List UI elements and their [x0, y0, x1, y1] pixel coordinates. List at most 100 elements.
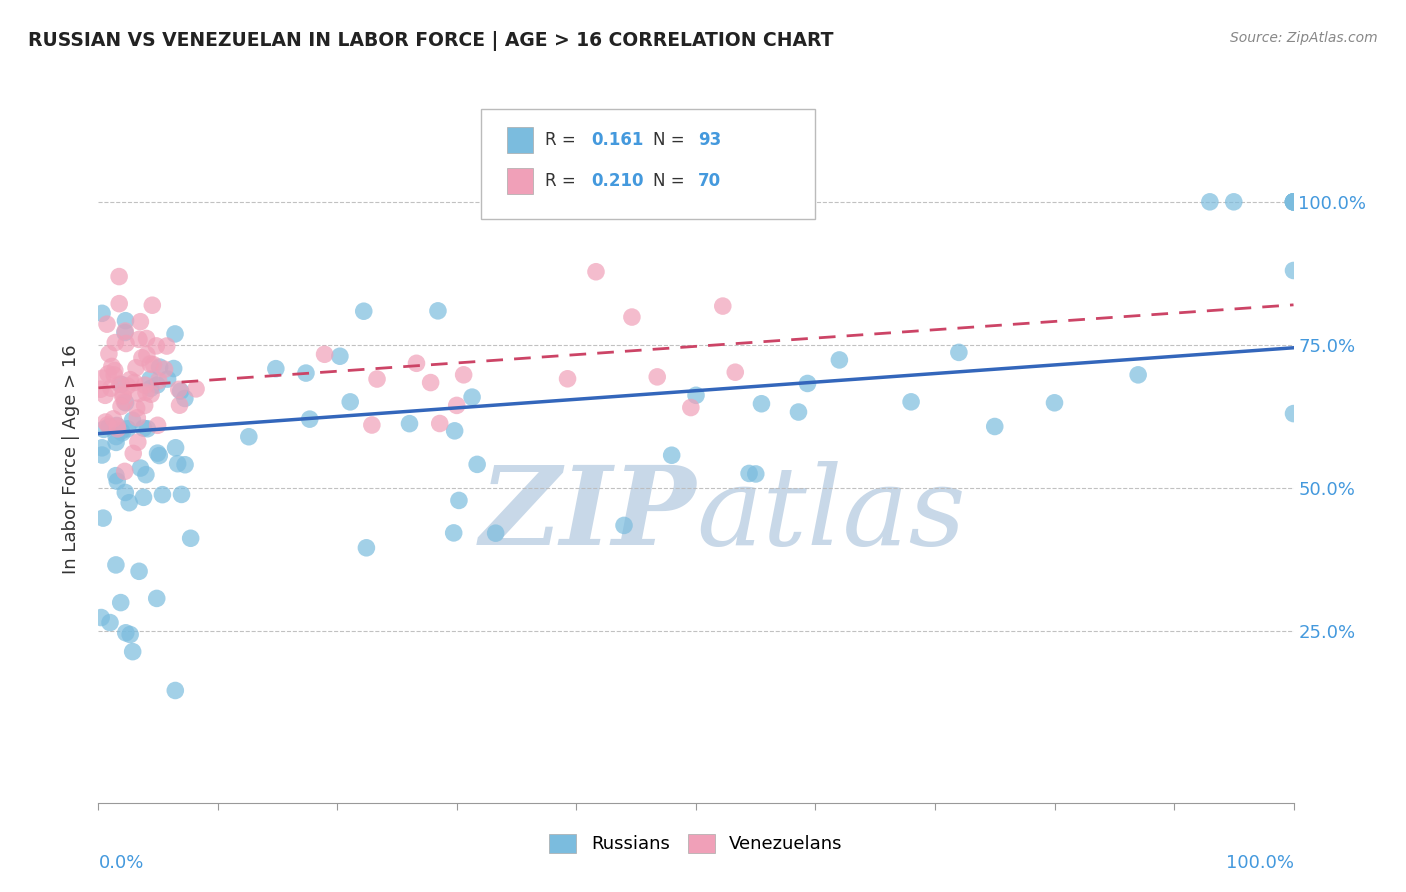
Point	[91, 448, 114, 462]
Point	[120, 627, 142, 641]
Point	[1043, 396, 1066, 410]
Point	[339, 395, 361, 409]
Point	[238, 430, 260, 444]
Point	[264, 361, 287, 376]
Point	[135, 385, 157, 400]
Point	[129, 315, 152, 329]
Text: 100.0%: 100.0%	[1226, 855, 1294, 872]
Point	[112, 387, 135, 401]
Point	[429, 417, 451, 431]
Point	[360, 417, 382, 432]
Point	[295, 366, 318, 380]
Point	[91, 511, 114, 525]
Point	[139, 381, 162, 395]
Point	[107, 422, 129, 436]
Point	[1282, 194, 1305, 209]
Point	[97, 347, 120, 361]
Point	[98, 419, 121, 434]
Point	[153, 362, 176, 376]
Point	[105, 435, 128, 450]
Point	[128, 564, 150, 578]
Point	[145, 339, 167, 353]
Point	[447, 493, 470, 508]
Point	[1282, 194, 1305, 209]
Point	[156, 372, 179, 386]
Point	[419, 376, 441, 390]
Point	[461, 390, 484, 404]
Point	[101, 359, 124, 374]
Point	[166, 457, 188, 471]
Point	[134, 378, 156, 392]
Point	[128, 332, 150, 346]
Text: atlas: atlas	[696, 460, 966, 568]
Point	[134, 399, 156, 413]
Point	[152, 488, 174, 502]
Point	[122, 446, 145, 460]
Y-axis label: In Labor Force | Age > 16: In Labor Force | Age > 16	[62, 344, 80, 574]
Point	[405, 356, 427, 370]
Text: 0.161: 0.161	[591, 131, 643, 149]
Point	[94, 388, 117, 402]
Text: 0.0%: 0.0%	[98, 855, 143, 872]
Point	[145, 591, 167, 606]
Point	[148, 374, 170, 388]
Point	[110, 400, 132, 414]
Point	[620, 310, 643, 324]
FancyBboxPatch shape	[481, 109, 815, 219]
Text: ZIP: ZIP	[479, 460, 696, 568]
Point	[146, 378, 169, 392]
Point	[104, 363, 127, 377]
Point	[738, 467, 761, 481]
Point	[142, 358, 165, 372]
Point	[948, 345, 970, 359]
Point	[1223, 194, 1246, 209]
Point	[131, 351, 153, 365]
Point	[105, 418, 128, 433]
Point	[426, 303, 449, 318]
Point	[104, 335, 127, 350]
Point	[125, 360, 148, 375]
Point	[114, 395, 136, 409]
Point	[787, 405, 810, 419]
Point	[117, 422, 139, 436]
Point	[91, 441, 114, 455]
Point	[751, 397, 773, 411]
Point	[661, 448, 683, 462]
Point	[114, 324, 136, 338]
Point	[125, 401, 148, 416]
Point	[613, 518, 636, 533]
Point	[900, 394, 922, 409]
Point	[163, 326, 186, 341]
Point	[91, 306, 114, 320]
Point	[1282, 194, 1305, 209]
Point	[146, 446, 169, 460]
Point	[174, 458, 197, 472]
Point	[135, 467, 157, 482]
Point	[585, 265, 607, 279]
FancyBboxPatch shape	[508, 169, 533, 194]
Point	[170, 487, 193, 501]
Point	[135, 348, 157, 362]
Text: N =: N =	[652, 131, 690, 149]
Point	[90, 610, 112, 624]
Point	[132, 421, 155, 435]
Point	[97, 417, 120, 432]
Point	[104, 558, 127, 572]
Point	[329, 349, 352, 363]
Point	[1199, 194, 1222, 209]
Point	[114, 464, 136, 478]
Point	[1282, 194, 1305, 209]
Point	[828, 353, 851, 368]
Point	[169, 398, 191, 412]
Point	[796, 376, 818, 391]
Point	[93, 422, 115, 436]
Point	[724, 365, 747, 379]
Point	[139, 372, 162, 386]
Point	[557, 372, 579, 386]
Point	[135, 331, 157, 345]
Point	[169, 384, 191, 399]
Point	[94, 415, 117, 429]
Point	[91, 371, 114, 385]
Point	[115, 336, 138, 351]
Point	[110, 377, 132, 392]
